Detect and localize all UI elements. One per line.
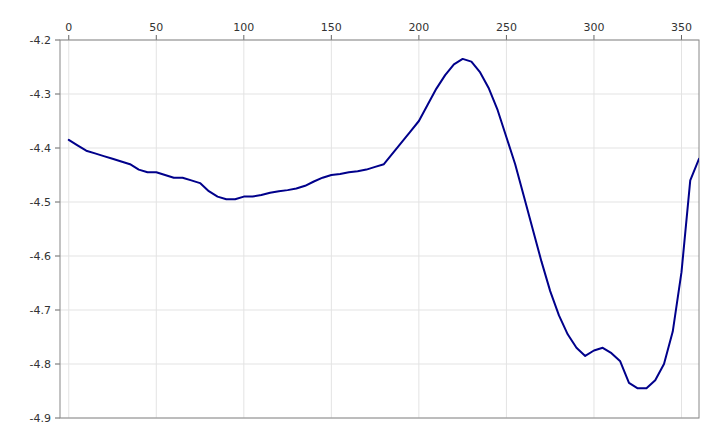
x-tick-label: 200	[408, 21, 429, 34]
y-tick-label: -4.9	[30, 412, 51, 425]
y-tick-label: -4.4	[30, 142, 51, 155]
grid-line-x	[681, 40, 682, 418]
grid-line-x	[68, 40, 69, 418]
y-tick-label: -4.6	[30, 250, 51, 263]
line	[69, 59, 699, 388]
grid-line-y	[60, 256, 699, 257]
y-tick-label: -4.3	[30, 88, 51, 101]
x-tick-label: 150	[321, 21, 342, 34]
y-tick	[55, 202, 60, 203]
y-tick-label: -4.5	[30, 196, 51, 209]
y-tick	[55, 94, 60, 95]
x-tick	[506, 35, 507, 40]
x-tick	[593, 35, 594, 40]
plot-background	[60, 40, 699, 418]
y-tick-label: -4.7	[30, 304, 51, 317]
y-tick-label: -4.8	[30, 358, 51, 371]
x-tick-label: 350	[671, 21, 692, 34]
series-group	[69, 59, 699, 388]
x-tick-label: 0	[65, 21, 72, 34]
grid	[60, 40, 699, 418]
grid-line-x	[243, 40, 244, 418]
x-tick	[243, 35, 244, 40]
grid-line-y	[60, 310, 699, 311]
y-tick-label: -4.2	[30, 34, 51, 47]
y-tick	[55, 148, 60, 149]
grid-line-x	[593, 40, 594, 418]
y-tick	[55, 310, 60, 311]
grid-line-y	[60, 364, 699, 365]
x-tick	[331, 35, 332, 40]
chart-container: 0 50 100 150 200 250 300 350 -4.2 -4.3 -4.4 -4.5 -4.…	[0, 0, 721, 440]
grid-line-x	[156, 40, 157, 418]
chart: 0 50 100 150 200 250 300 350 -4.2 -4.3 -4.4 -4.5 -4.…	[0, 0, 721, 440]
x-tick-label: 250	[496, 21, 517, 34]
plot-frame	[60, 40, 699, 418]
y-tick	[55, 364, 60, 365]
x-tick-label: 50	[149, 21, 163, 34]
page: {"chart_data": {"type": "line", "x": [0,…	[0, 0, 721, 440]
x-tick	[156, 35, 157, 40]
y-tick	[55, 418, 60, 419]
y-tick	[55, 40, 60, 41]
x-tick	[418, 35, 419, 40]
grid-line-y	[60, 202, 699, 203]
x-tick-label: 300	[583, 21, 604, 34]
axes: 0 50 100 150 200 250 300 350 -4.2 -4.3 -4.4 -4.5 -4.…	[30, 21, 699, 425]
grid-line-x	[418, 40, 419, 418]
grid-line-x	[331, 40, 332, 418]
grid-line-x	[506, 40, 507, 418]
grid-line-y	[60, 94, 699, 95]
grid-line-y	[60, 148, 699, 149]
x-tick	[681, 35, 682, 40]
x-tick-label: 100	[233, 21, 254, 34]
x-tick	[68, 35, 69, 40]
y-tick	[55, 256, 60, 257]
